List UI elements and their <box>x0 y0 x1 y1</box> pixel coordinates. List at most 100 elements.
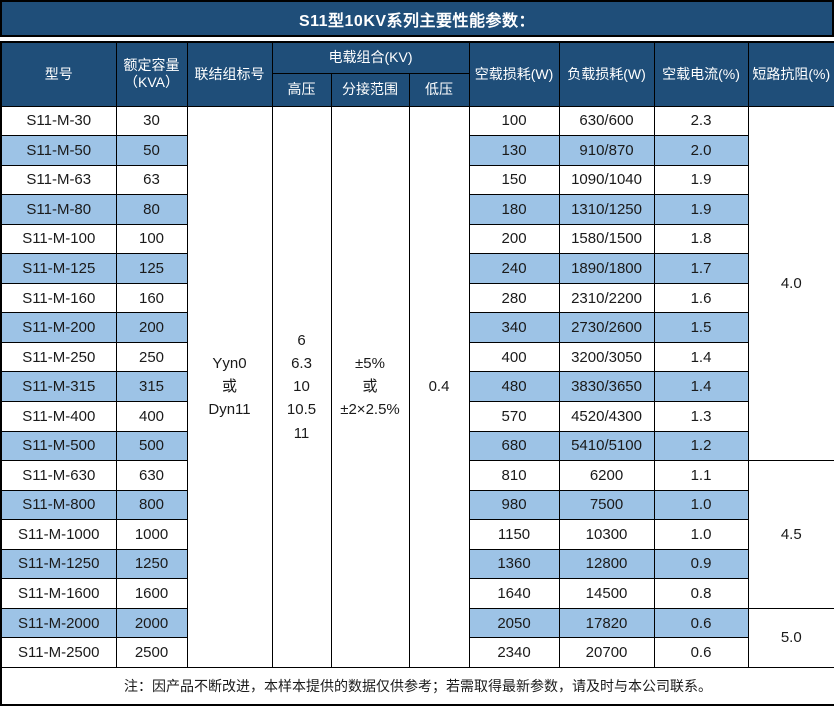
load-loss-cell: 3200/3050 <box>558 341 655 373</box>
capacity-cell: 2500 <box>115 637 188 668</box>
no-load-current-cell: 1.1 <box>653 460 749 491</box>
capacity-cell: 100 <box>115 223 188 255</box>
model-cell: S11-M-200 <box>0 312 117 343</box>
model-cell: S11-M-80 <box>0 194 117 225</box>
model-cell: S11-M-100 <box>0 223 117 255</box>
no-load-current-cell: 2.3 <box>653 105 749 137</box>
connection-merged-cell: Yyn0 或 Dyn11 <box>186 105 273 668</box>
table-row: S11-M-30 30 Yyn0 或 Dyn11 6 6.3 10 10.5 1… <box>0 105 834 668</box>
no-load-current-cell: 0.6 <box>653 637 749 668</box>
no-load-loss-cell: 180 <box>468 194 560 225</box>
table-row: S11-M-2000 2000 2050 17820 0.6 5.0 <box>0 607 834 669</box>
footer-note-row: 注：因产品不断改进，本样本提供的数据仅供参考；若需取得最新参数，请及时与本公司联… <box>0 667 834 706</box>
no-load-loss-cell: 480 <box>468 371 560 402</box>
no-load-current-cell: 2.0 <box>653 135 749 166</box>
impedance-merged-cell: 4.5 <box>747 460 834 609</box>
capacity-cell: 2000 <box>115 607 188 639</box>
col-header-capacity: 额定容量 （KVA） <box>115 41 188 107</box>
impedance-merged-cell: 4.0 <box>747 105 834 462</box>
capacity-cell: 1250 <box>115 548 188 580</box>
model-cell: S11-M-400 <box>0 400 117 432</box>
no-load-loss-cell: 1150 <box>468 519 560 550</box>
capacity-cell: 80 <box>115 194 188 225</box>
no-load-current-cell: 0.9 <box>653 548 749 580</box>
load-loss-cell: 7500 <box>558 489 655 521</box>
no-load-current-cell: 1.7 <box>653 253 749 284</box>
table-row: S11-M-1250 1250 1360 12800 0.9 <box>0 548 834 580</box>
col-header-voltage-group: 电载组合(KV) <box>271 41 470 74</box>
load-loss-cell: 2730/2600 <box>558 312 655 343</box>
model-cell: S11-M-250 <box>0 341 117 373</box>
no-load-loss-cell: 2050 <box>468 607 560 639</box>
capacity-cell: 630 <box>115 460 188 491</box>
no-load-current-cell: 1.9 <box>653 194 749 225</box>
model-cell: S11-M-1250 <box>0 548 117 580</box>
load-loss-cell: 17820 <box>558 607 655 639</box>
no-load-current-cell: 1.6 <box>653 282 749 314</box>
model-cell: S11-M-500 <box>0 430 117 462</box>
no-load-current-cell: 1.4 <box>653 371 749 402</box>
model-cell: S11-M-63 <box>0 164 117 196</box>
no-load-current-cell: 1.4 <box>653 341 749 373</box>
col-header-tap-range: 分接范围 <box>330 72 410 107</box>
model-cell: S11-M-630 <box>0 460 117 491</box>
no-load-loss-cell: 400 <box>468 341 560 373</box>
table-row: S11-M-100 100 200 1580/1500 1.8 <box>0 223 834 255</box>
no-load-current-cell: 1.0 <box>653 489 749 521</box>
load-loss-cell: 910/870 <box>558 135 655 166</box>
no-load-loss-cell: 980 <box>468 489 560 521</box>
no-load-current-cell: 0.6 <box>653 607 749 639</box>
load-loss-cell: 1580/1500 <box>558 223 655 255</box>
header-row-1: 型号 额定容量 （KVA） 联结组标号 电载组合(KV) 空载损耗(W) 负载损… <box>0 41 834 107</box>
load-loss-cell: 2310/2200 <box>558 282 655 314</box>
model-cell: S11-M-315 <box>0 371 117 402</box>
model-cell: S11-M-1600 <box>0 578 117 609</box>
page-title: S11型10KV系列主要性能参数： <box>0 0 834 37</box>
capacity-cell: 63 <box>115 164 188 196</box>
no-load-loss-cell: 130 <box>468 135 560 166</box>
table-row: S11-M-315 315 480 3830/3650 1.4 <box>0 371 834 402</box>
load-loss-cell: 14500 <box>558 578 655 609</box>
no-load-loss-cell: 1640 <box>468 578 560 609</box>
no-load-loss-cell: 200 <box>468 223 560 255</box>
load-loss-cell: 6200 <box>558 460 655 491</box>
col-header-connection: 联结组标号 <box>186 41 273 107</box>
capacity-cell: 160 <box>115 282 188 314</box>
capacity-cell: 800 <box>115 489 188 521</box>
load-loss-cell: 630/600 <box>558 105 655 137</box>
load-loss-cell: 12800 <box>558 548 655 580</box>
load-loss-cell: 1890/1800 <box>558 253 655 284</box>
load-loss-cell: 5410/5100 <box>558 430 655 462</box>
table-row: S11-M-400 400 570 4520/4300 1.3 <box>0 400 834 432</box>
capacity-cell: 315 <box>115 371 188 402</box>
table-row: S11-M-63 63 150 1090/1040 1.9 <box>0 164 834 196</box>
model-cell: S11-M-800 <box>0 489 117 521</box>
model-cell: S11-M-2500 <box>0 637 117 668</box>
model-cell: S11-M-30 <box>0 105 117 137</box>
lv-merged-cell: 0.4 <box>408 105 470 668</box>
capacity-cell: 250 <box>115 341 188 373</box>
capacity-cell: 1600 <box>115 578 188 609</box>
table-row: S11-M-630 630 810 6200 1.1 4.5 <box>0 460 834 609</box>
no-load-loss-cell: 340 <box>468 312 560 343</box>
no-load-current-cell: 0.8 <box>653 578 749 609</box>
model-cell: S11-M-160 <box>0 282 117 314</box>
load-loss-cell: 3830/3650 <box>558 371 655 402</box>
no-load-current-cell: 1.2 <box>653 430 749 462</box>
col-header-model: 型号 <box>0 41 117 107</box>
no-load-loss-cell: 2340 <box>468 637 560 668</box>
no-load-current-cell: 1.0 <box>653 519 749 550</box>
table-row: S11-M-160 160 280 2310/2200 1.6 <box>0 282 834 314</box>
no-load-loss-cell: 240 <box>468 253 560 284</box>
table-row: S11-M-80 80 180 1310/1250 1.9 <box>0 194 834 225</box>
spec-table: 型号 额定容量 （KVA） 联结组标号 电载组合(KV) 空载损耗(W) 负载损… <box>0 41 834 706</box>
capacity-cell: 1000 <box>115 519 188 550</box>
table-row: S11-M-1600 1600 1640 14500 0.8 <box>0 578 834 609</box>
col-header-no-load-current: 空载电流(%) <box>653 41 749 107</box>
hv-merged-cell: 6 6.3 10 10.5 11 <box>271 105 332 668</box>
capacity-cell: 125 <box>115 253 188 284</box>
capacity-cell: 50 <box>115 135 188 166</box>
capacity-cell: 400 <box>115 400 188 432</box>
no-load-loss-cell: 810 <box>468 460 560 491</box>
footer-note: 注：因产品不断改进，本样本提供的数据仅供参考；若需取得最新参数，请及时与本公司联… <box>0 667 834 706</box>
